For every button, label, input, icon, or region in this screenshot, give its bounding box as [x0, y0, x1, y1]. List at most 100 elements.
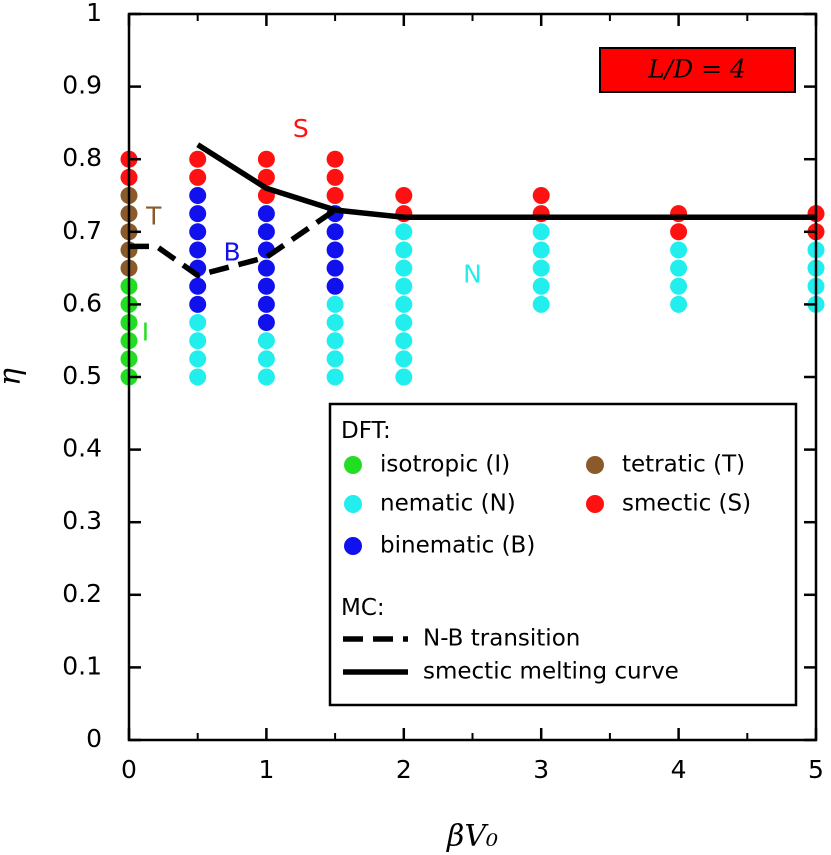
data-point-binematic [326, 241, 344, 259]
data-point-binematic [257, 314, 275, 332]
data-point-nematic [395, 332, 413, 350]
x-tick-label: 5 [808, 755, 824, 784]
data-point-binematic [189, 205, 207, 223]
data-point-smectic [257, 150, 275, 168]
data-point-binematic [189, 295, 207, 313]
y-tick-label: 0 [86, 724, 102, 753]
data-point-binematic [257, 259, 275, 277]
data-point-nematic [395, 368, 413, 386]
data-point-nematic [326, 350, 344, 368]
data-point-nematic [326, 368, 344, 386]
data-point-nematic [395, 350, 413, 368]
x-tick-label: 0 [121, 755, 137, 784]
y-tick-label: 1 [86, 0, 102, 27]
data-point-nematic [532, 223, 550, 241]
data-point-binematic [257, 277, 275, 295]
data-point-nematic [395, 259, 413, 277]
data-point-nematic [670, 277, 688, 295]
data-point-nematic [189, 314, 207, 332]
data-point-binematic [257, 205, 275, 223]
region-label-smectic: S [293, 114, 309, 143]
y-tick-label: 0.5 [62, 361, 102, 390]
data-point-binematic [189, 277, 207, 295]
legend-mc-title: MC: [341, 595, 385, 621]
data-point-nematic [532, 259, 550, 277]
legend-marker-smectic [586, 495, 604, 513]
data-point-nematic [395, 223, 413, 241]
x-tick-label: 4 [671, 755, 687, 784]
ld-annotation-box [599, 47, 796, 93]
y-tick-label: 0.8 [62, 143, 102, 172]
data-point-binematic [189, 241, 207, 259]
data-point-smectic [189, 168, 207, 186]
data-point-smectic [257, 168, 275, 186]
annotation-layer: S T B N I L/D = 4 [142, 47, 796, 346]
data-point-smectic [326, 150, 344, 168]
data-point-nematic [326, 295, 344, 313]
data-point-binematic [257, 295, 275, 313]
data-point-nematic [670, 295, 688, 313]
nb-transition-line [129, 207, 337, 279]
legend: DFT: isotropic (I) tetratic (T) nematic (N)… [328, 402, 798, 707]
data-point-nematic [395, 314, 413, 332]
data-point-nematic [395, 295, 413, 313]
y-tick-label: 0.3 [62, 506, 102, 535]
ld-annotation-text: L/D = 4 [647, 55, 746, 84]
data-point-binematic [189, 187, 207, 204]
data-point-smectic [395, 187, 413, 204]
data-point-binematic [326, 277, 344, 295]
legend-label-smectic: smectic (S) [622, 491, 751, 517]
data-point-binematic [257, 223, 275, 241]
legend-line-label: smectic melting curve [423, 659, 679, 685]
region-label-isotropic: I [142, 317, 149, 346]
data-point-nematic [395, 241, 413, 259]
legend-label-nematic: nematic (N) [380, 491, 516, 517]
data-point-binematic [326, 223, 344, 241]
x-tick-label: 3 [533, 755, 549, 784]
data-point-nematic [532, 277, 550, 295]
y-tick-label: 0.4 [62, 434, 102, 463]
data-point-nematic [189, 332, 207, 350]
data-point-nematic [257, 350, 275, 368]
legend-marker-tetratic [586, 456, 604, 474]
data-point-nematic [189, 350, 207, 368]
legend-box [328, 402, 798, 707]
legend-marker-isotropic [344, 456, 362, 474]
data-point-nematic [532, 241, 550, 259]
legend-label-binematic: binematic (B) [380, 533, 535, 559]
data-point-smectic [532, 187, 550, 204]
x-axis-label: βV₀ [446, 819, 498, 854]
y-tick-label: 0.1 [62, 651, 102, 680]
data-point-smectic [670, 223, 688, 241]
legend-line-label: N-B transition [423, 626, 580, 652]
legend-marker-binematic [344, 537, 362, 555]
legend-label-isotropic: isotropic (I) [380, 452, 510, 478]
region-label-nematic: N [463, 259, 482, 288]
legend-label-tetratic: tetratic (T) [622, 452, 745, 478]
region-label-binematic: B [223, 238, 240, 267]
data-point-nematic [532, 295, 550, 313]
y-axis-label: η [0, 368, 28, 386]
data-point-binematic [326, 259, 344, 277]
data-point-nematic [189, 368, 207, 386]
smectic-melting-line [196, 142, 816, 221]
data-point-nematic [670, 259, 688, 277]
data-point-smectic [326, 168, 344, 186]
data-point-smectic [189, 150, 207, 168]
x-tick-label: 2 [396, 755, 412, 784]
x-tick-label: 1 [258, 755, 274, 784]
region-label-tetratic: T [145, 201, 162, 230]
y-tick-label: 0.2 [62, 579, 102, 608]
data-layer [120, 142, 825, 386]
legend-marker-nematic [344, 495, 362, 513]
y-tick-label: 0.6 [62, 288, 102, 317]
data-point-nematic [326, 314, 344, 332]
data-point-nematic [257, 368, 275, 386]
y-tick-label: 0.9 [62, 71, 102, 100]
data-point-nematic [326, 332, 344, 350]
data-point-nematic [395, 277, 413, 295]
data-point-smectic [326, 187, 344, 204]
y-tick-label: 0.7 [62, 216, 102, 245]
